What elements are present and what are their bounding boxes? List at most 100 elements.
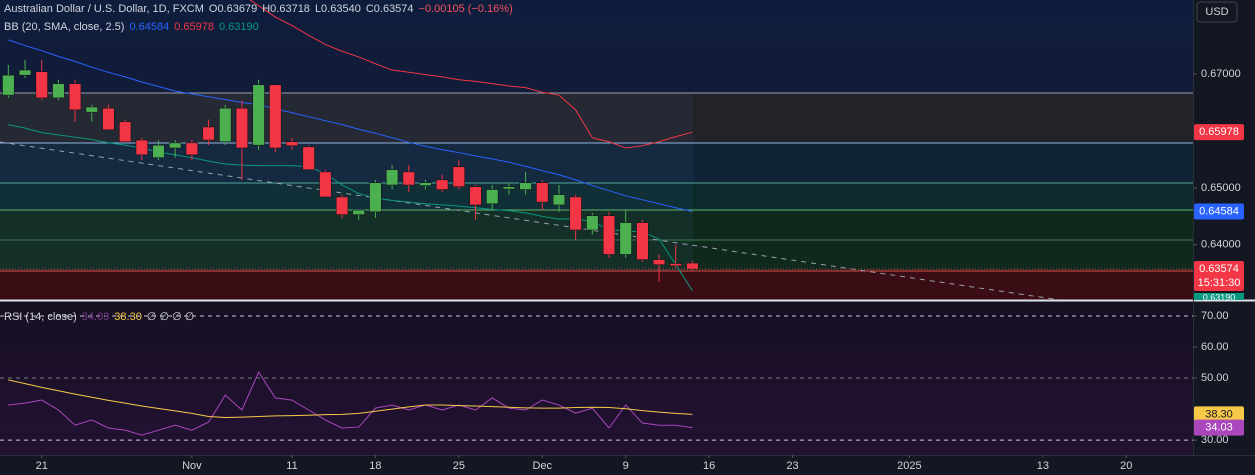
rsi-value: 38.30 [114, 311, 142, 323]
y-tick-label: 70.00 [1201, 310, 1229, 322]
bb-legend: BB (20, SMA, close, 2.5) 0.64584 0.65978 0.… [4, 21, 264, 33]
candle-body [652, 259, 666, 265]
candle-body [619, 222, 632, 255]
candle-body [169, 142, 182, 149]
candle-body [302, 146, 315, 170]
candle-body [335, 196, 349, 215]
candle-body [219, 107, 232, 142]
series-line [249, 0, 693, 149]
candle-body [285, 141, 299, 146]
x-tick-label: 23 [786, 460, 798, 472]
price-tag: 0.63190 [1203, 292, 1236, 302]
candle-body [202, 126, 215, 141]
bb-value: 0.63190 [218, 21, 259, 33]
price-tag: 0.64584 [1199, 205, 1239, 217]
price-tag-bg [1194, 293, 1244, 300]
bb-value: 0.64584 [129, 21, 170, 33]
y-tick-label: 50.00 [1201, 372, 1229, 384]
y-tick-label: 30.00 [1201, 434, 1229, 446]
y-tick-label: 0.64000 [1201, 239, 1241, 251]
x-tick-label: 20 [1120, 460, 1132, 472]
candle-body [436, 179, 449, 190]
candle-body [552, 194, 566, 206]
x-tick-label: 16 [703, 460, 715, 472]
ohlc: L0.63540 [314, 3, 361, 15]
y-tick-label: 0.65000 [1201, 182, 1241, 194]
x-tick-label: 25 [453, 460, 465, 472]
candle-body [35, 71, 48, 99]
zone [0, 183, 1193, 210]
zone [0, 143, 1193, 183]
price-tag: 0.65978 [1199, 126, 1239, 138]
candle-body [369, 182, 382, 213]
candle-body [419, 182, 432, 186]
candle-body [386, 169, 399, 186]
candle-body [52, 83, 65, 99]
candle-body [68, 83, 82, 111]
ohlc: H0.63718 [262, 3, 310, 15]
candle-body [135, 139, 148, 156]
candle-body [269, 84, 282, 149]
candle-body [185, 142, 198, 156]
candle-body [636, 222, 649, 260]
x-tick-label: Nov [182, 460, 202, 472]
candle-body [252, 84, 265, 146]
candle-body [602, 215, 616, 255]
candle-body [352, 209, 365, 215]
price-tag-bg [1194, 203, 1244, 220]
candle-body [18, 69, 32, 76]
rsi-tag-bg [1194, 419, 1244, 436]
rsi-value: 34.03 [81, 311, 110, 323]
symbol-title: Australian Dollar / U.S. Dollar, 1D, FXC… [4, 3, 204, 15]
candle-body [102, 107, 115, 131]
candle-body [536, 182, 549, 203]
x-tick-label: 13 [1037, 460, 1049, 472]
candle-body [319, 171, 332, 198]
series-line [8, 39, 693, 213]
candle-body [2, 74, 15, 96]
candle-body [686, 262, 699, 270]
plot-area [0, 315, 1193, 441]
candle-body [569, 196, 582, 231]
x-tick-label: 21 [36, 460, 48, 472]
x-tick-label: 9 [623, 460, 629, 472]
bb-value: 0.65978 [174, 21, 214, 33]
indicator-title: BB (20, SMA, close, 2.5) [4, 21, 125, 33]
countdown: 15:31:30 [1198, 277, 1241, 289]
rsi-tag: 34.03 [1205, 422, 1233, 434]
candle-body [502, 186, 515, 190]
range-box [0, 93, 693, 271]
candle-body [85, 106, 98, 113]
rsi-tag: 38.30 [1205, 408, 1233, 420]
candle-body [469, 186, 482, 206]
ohlc: O0.63679 [208, 3, 258, 15]
zone [0, 93, 1193, 143]
candle-body [119, 121, 132, 142]
price-tag-bg [1194, 124, 1244, 141]
x-tick-label: 11 [286, 460, 297, 472]
rsi-tag-bg [1194, 406, 1244, 423]
currency-button[interactable] [1196, 1, 1238, 23]
change: −0.00105 (−0.16%) [418, 3, 513, 15]
x-tick-label: 18 [369, 460, 381, 472]
series-line [8, 379, 693, 418]
ohlc: C0.63574 [365, 3, 414, 15]
candle-body [669, 263, 682, 267]
y-tick-label: 0.67000 [1201, 68, 1241, 80]
currency: USD [1205, 6, 1228, 18]
symbol-header: Australian Dollar / U.S. Dollar, 1D, FXC… [4, 3, 518, 15]
candle-body [586, 215, 599, 231]
plot-area [2, 0, 699, 292]
y-tick-label: 60.00 [1201, 341, 1229, 353]
candle-body [519, 182, 532, 190]
indicator-title: RSI (14, close) [4, 311, 77, 323]
zone [0, 271, 1193, 300]
rsi-legend: RSI (14, close) 34.03 38.30 ∅ ∅ ∅ ∅ [4, 310, 199, 323]
last-price: 0.63574 [1199, 263, 1239, 275]
candle-body [235, 107, 249, 149]
candle-body [486, 189, 499, 205]
trend-line [0, 141, 1061, 301]
candle-body [402, 171, 415, 186]
